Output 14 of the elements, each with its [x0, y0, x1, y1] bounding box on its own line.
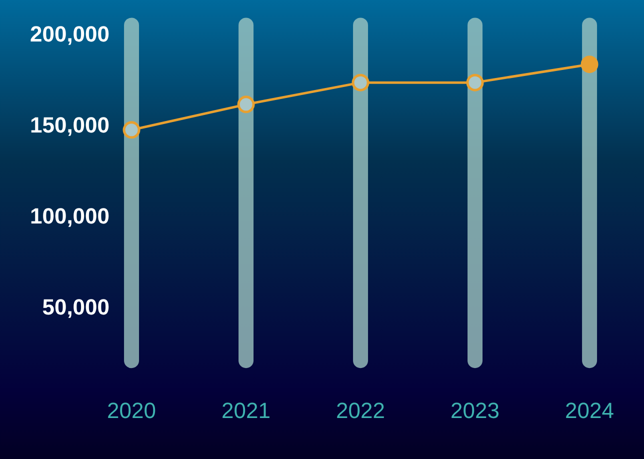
point — [580, 56, 598, 74]
y-tick-label: 50,000 — [42, 294, 110, 320]
y-tick-label: 100,000 — [30, 203, 110, 228]
point — [466, 74, 484, 92]
x-tick-label: 2023 — [450, 398, 500, 423]
y-tick-label: 150,000 — [30, 112, 110, 138]
point — [237, 96, 255, 114]
y-tick-label: 200,000 — [30, 21, 110, 46]
x-tick-label: 2020 — [107, 398, 156, 423]
x-tick-label: 2021 — [222, 398, 270, 423]
x-tick-label: 2022 — [336, 398, 386, 423]
point — [352, 74, 370, 92]
x-tick-label: 2024 — [565, 398, 614, 423]
point — [122, 121, 140, 139]
